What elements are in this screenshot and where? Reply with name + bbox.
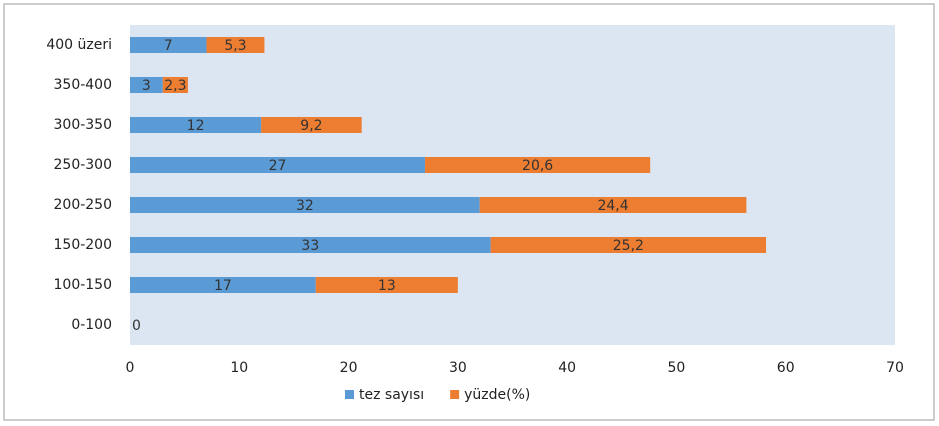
bar-segment	[425, 157, 651, 173]
legend-label: yüzde(%)	[464, 387, 530, 403]
data-label: 13	[378, 278, 396, 294]
bar-segment	[130, 37, 207, 53]
x-tick-label: 30	[449, 360, 467, 376]
y-tick-label: 350-400	[54, 77, 113, 93]
data-label: 25,2	[613, 238, 644, 254]
bar-segment	[479, 197, 747, 213]
y-tick-label: 200-250	[54, 197, 113, 213]
data-label: 32	[296, 198, 314, 214]
data-label: 9,2	[300, 118, 322, 134]
data-label: 3	[142, 78, 151, 94]
data-label: 27	[269, 158, 287, 174]
y-tick-label: 100-150	[54, 277, 113, 293]
x-tick-label: 60	[777, 360, 795, 376]
x-tick-label: 0	[126, 360, 135, 376]
legend-label: tez sayısı	[359, 387, 424, 403]
data-label: 12	[187, 118, 205, 134]
x-tick-label: 10	[230, 360, 248, 376]
bar-segment	[130, 157, 426, 173]
x-tick-label: 40	[558, 360, 576, 376]
x-tick-label: 20	[340, 360, 358, 376]
bar-segment	[261, 117, 362, 133]
bar-segment	[130, 237, 491, 253]
bar-segment	[206, 37, 265, 53]
bar-segment	[130, 197, 480, 213]
data-label: 7	[164, 38, 173, 54]
y-tick-label: 0-100	[71, 317, 112, 333]
y-tick-label: 250-300	[54, 157, 113, 173]
bar-segment	[490, 237, 767, 253]
x-tick-label: 50	[668, 360, 686, 376]
y-tick-label: 150-200	[54, 237, 113, 253]
plot-area	[130, 25, 895, 345]
bar-segment	[130, 277, 316, 293]
data-label: 5,3	[224, 38, 246, 54]
bar-segment	[315, 277, 458, 293]
bar-segment	[130, 77, 163, 93]
bar-segment	[130, 117, 262, 133]
y-tick-label: 400 üzeri	[46, 37, 112, 53]
legend-swatch	[450, 390, 460, 399]
data-label: 17	[214, 278, 232, 294]
data-label: 20,6	[522, 158, 553, 174]
data-label: 33	[301, 238, 319, 254]
legend-swatch	[345, 390, 354, 399]
x-tick-label: 70	[886, 360, 904, 376]
bar-segment	[162, 77, 188, 93]
y-tick-label: 300-350	[54, 117, 113, 133]
data-label: 2,3	[164, 78, 186, 94]
data-label: 0	[132, 318, 141, 334]
data-label: 24,4	[597, 198, 628, 214]
